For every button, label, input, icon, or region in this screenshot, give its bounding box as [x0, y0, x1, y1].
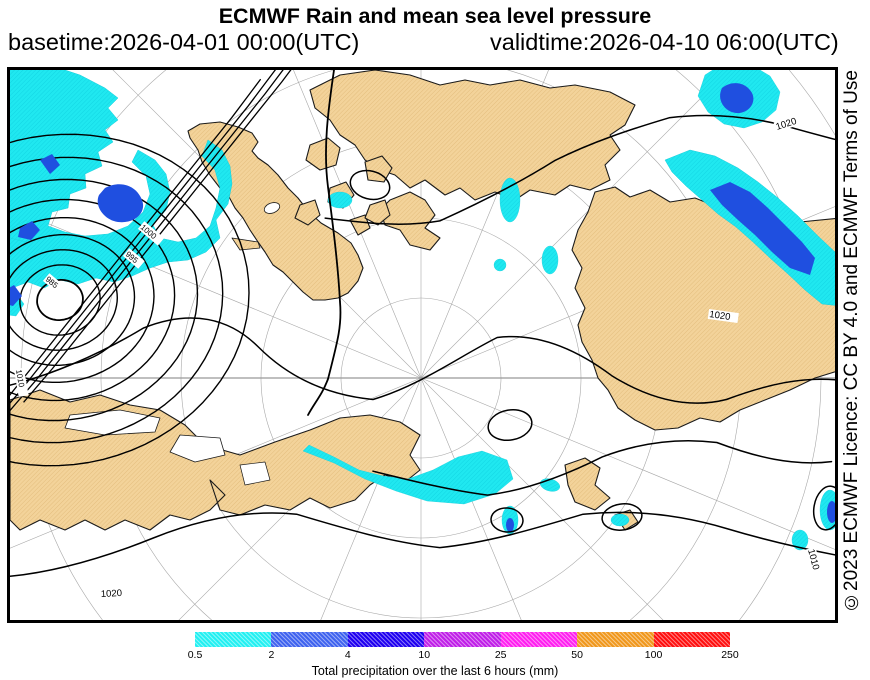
svg-text:1020: 1020	[101, 588, 123, 600]
